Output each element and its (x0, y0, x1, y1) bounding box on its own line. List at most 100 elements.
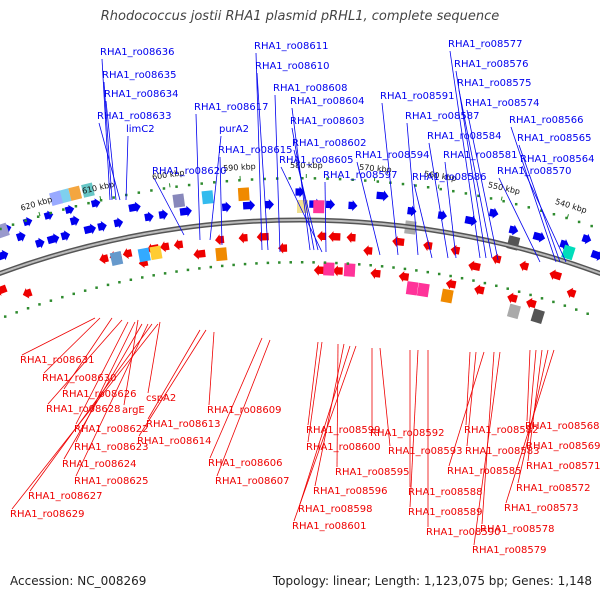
tick-dot-inner (300, 261, 304, 264)
tick-dot-outer (527, 206, 531, 209)
reverse-gene-arrow (566, 287, 577, 299)
leader-line (125, 135, 129, 201)
forward-gene-arrow (532, 231, 546, 243)
reverse-gene-arrow (332, 265, 343, 277)
scale-tick-mark (38, 211, 41, 216)
feature-box (149, 245, 163, 261)
tick-dot-inner (129, 278, 133, 282)
forward-gene-label: RHA1_ro08597 (323, 170, 398, 181)
forward-gene-label: RHA1_ro08581 (443, 150, 518, 161)
tick-dot-inner (232, 263, 235, 267)
leader-line (153, 177, 185, 236)
feature-box (440, 288, 454, 304)
leader-line (209, 337, 263, 459)
reverse-gene-arrow (215, 234, 225, 246)
forward-gene-arrow (113, 217, 124, 229)
tick-dot-inner (563, 304, 567, 307)
reverse-gene-label: RHA1_ro08600 (306, 442, 381, 453)
reverse-gene-label: argE (122, 405, 145, 416)
tick-dot-outer (74, 205, 78, 208)
tick-dot-inner (346, 262, 350, 265)
reverse-gene-label: RHA1_ro08598 (298, 504, 373, 515)
leader-line (510, 126, 557, 263)
leader-line (498, 177, 541, 263)
feature-box (506, 303, 521, 320)
reverse-gene-arrow (278, 242, 288, 254)
leader-line (413, 183, 433, 259)
leader-line (219, 156, 223, 246)
feature-box (201, 190, 214, 205)
leader-line (521, 165, 567, 263)
reverse-gene-arrow (370, 267, 381, 279)
reverse-gene-label: RHA1_ro08601 (292, 521, 367, 532)
tick-dot-inner (209, 265, 213, 269)
tick-dot-inner (72, 292, 75, 296)
leader-line (406, 122, 419, 256)
feature-tracks (0, 182, 600, 325)
leader-line (43, 317, 101, 374)
forward-gene-arrow (0, 249, 9, 261)
tick-dot-inner (289, 261, 292, 264)
forward-gene-label: RHA1_ro08566 (509, 115, 584, 126)
leader-line (466, 109, 499, 261)
reverse-gene-label: RHA1_ro08596 (313, 486, 388, 497)
tick-dot-inner (437, 272, 441, 276)
tick-dot-inner (3, 315, 7, 318)
leader-line (505, 349, 555, 504)
reverse-gene-label: RHA1_ro08572 (516, 483, 591, 494)
reverse-gene-arrow (363, 245, 373, 257)
reverse-gene-label: RHA1_ro08588 (408, 487, 483, 498)
tick-dot-outer (477, 194, 480, 198)
forward-gene-label: RHA1_ro08608 (273, 83, 348, 94)
scale-tick-label: 590 kbp (223, 162, 256, 173)
tick-dot-inner (403, 267, 407, 271)
reverse-gene-label: RHA1_ro08582 (464, 425, 539, 436)
feature-box (137, 247, 151, 263)
scale-tick-mark (168, 183, 171, 188)
tick-dot-inner (415, 269, 418, 272)
leader-line (409, 349, 419, 508)
tick-dot-inner (15, 311, 18, 314)
leader-line (307, 341, 323, 443)
reverse-gene-label: RHA1_ro08626 (62, 389, 137, 400)
leader-line (314, 343, 345, 487)
forward-gene-label: RHA1_ro08575 (457, 78, 532, 89)
tick-dot-outer (401, 182, 405, 186)
backbone-highlight (0, 219, 600, 275)
forward-gene-arrow (488, 207, 499, 219)
scale-tick-label: 570 kbp (359, 163, 392, 175)
forward-gene-label: RHA1_ro08620 (152, 166, 227, 177)
reverse-gene-label: RHA1_ro08579 (472, 545, 547, 556)
reverse-gene-label: cspA2 (146, 393, 176, 404)
forward-gene-arrow (64, 204, 75, 215)
tick-dot-inner (61, 295, 64, 299)
reverse-gene-label: RHA1_ro08622 (74, 424, 149, 435)
feature-box (215, 247, 228, 262)
reverse-gene-arrow (22, 288, 33, 299)
leader-line (209, 135, 222, 241)
tick-dot-inner (392, 266, 395, 269)
forward-gene-arrow (144, 211, 154, 223)
reverse-gene-arrow (423, 240, 433, 252)
leader-line (527, 349, 543, 462)
leader-line (138, 329, 207, 437)
scale-tick-mark (437, 184, 440, 189)
tick-dot-outer (137, 191, 141, 194)
reverse-gene-arrow (398, 271, 410, 283)
tick-dot-outer (540, 209, 543, 212)
forward-gene-arrow (437, 210, 448, 221)
forward-gene-label: RHA1_ro08602 (292, 138, 367, 149)
summary-text: Topology: linear; Length: 1,123,075 bp; … (272, 574, 592, 588)
reverse-gene-label: RHA1_ro08595 (335, 467, 410, 478)
reverse-gene-label: RHA1_ro08569 (526, 441, 600, 452)
leader-line (21, 317, 96, 356)
forward-gene-arrow (407, 205, 417, 217)
forward-gene-label: RHA1_ro08594 (355, 150, 430, 161)
tick-dot-outer (489, 197, 493, 200)
reverse-gene-label: RHA1_ro08630 (42, 373, 117, 384)
tick-dot-outer (577, 220, 581, 224)
forward-gene-arrow (34, 237, 45, 249)
reverse-gene-arrow (549, 269, 563, 281)
reverse-gene-arrow (99, 253, 109, 265)
